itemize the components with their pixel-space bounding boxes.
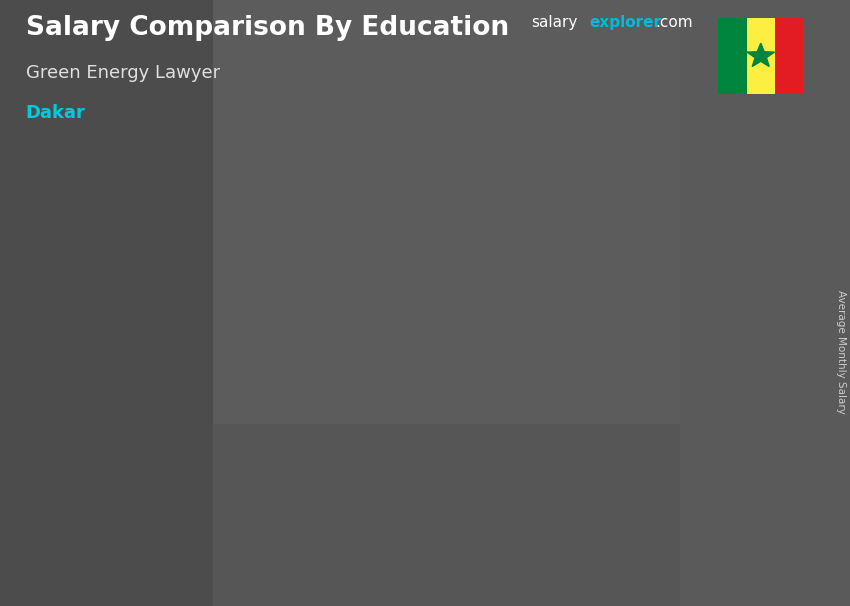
Text: 578,000 XOF: 578,000 XOF — [612, 184, 706, 198]
Bar — [746, 18, 775, 94]
Bar — [775, 18, 803, 94]
Bar — [210, 358, 224, 533]
Polygon shape — [126, 339, 249, 358]
Polygon shape — [717, 195, 742, 533]
Text: 439,000 XOF: 439,000 XOF — [366, 260, 459, 275]
Polygon shape — [372, 272, 496, 291]
Text: Salary Comparison By Education: Salary Comparison By Education — [26, 15, 508, 41]
Bar — [619, 214, 717, 533]
Polygon shape — [471, 272, 496, 533]
Polygon shape — [224, 339, 249, 533]
Polygon shape — [747, 43, 774, 67]
Bar — [703, 214, 717, 533]
Text: +38%: +38% — [207, 248, 284, 273]
Text: +31%: +31% — [479, 141, 555, 165]
Bar — [212, 424, 680, 606]
Text: salary: salary — [531, 15, 578, 30]
Bar — [619, 214, 637, 533]
Bar — [680, 0, 850, 606]
Text: 318,000 XOF: 318,000 XOF — [56, 327, 150, 342]
Polygon shape — [619, 195, 742, 214]
Text: explorer: explorer — [589, 15, 661, 30]
Bar — [126, 358, 224, 533]
Bar — [0, 0, 212, 606]
Bar — [212, 0, 680, 424]
Text: Dakar: Dakar — [26, 104, 85, 122]
Text: .com: .com — [655, 15, 693, 30]
Text: Green Energy Lawyer: Green Energy Lawyer — [26, 64, 219, 82]
Bar — [456, 291, 471, 533]
Bar — [372, 291, 471, 533]
Bar — [718, 18, 746, 94]
Bar — [126, 358, 144, 533]
Text: Average Monthly Salary: Average Monthly Salary — [836, 290, 846, 413]
Bar — [372, 291, 390, 533]
